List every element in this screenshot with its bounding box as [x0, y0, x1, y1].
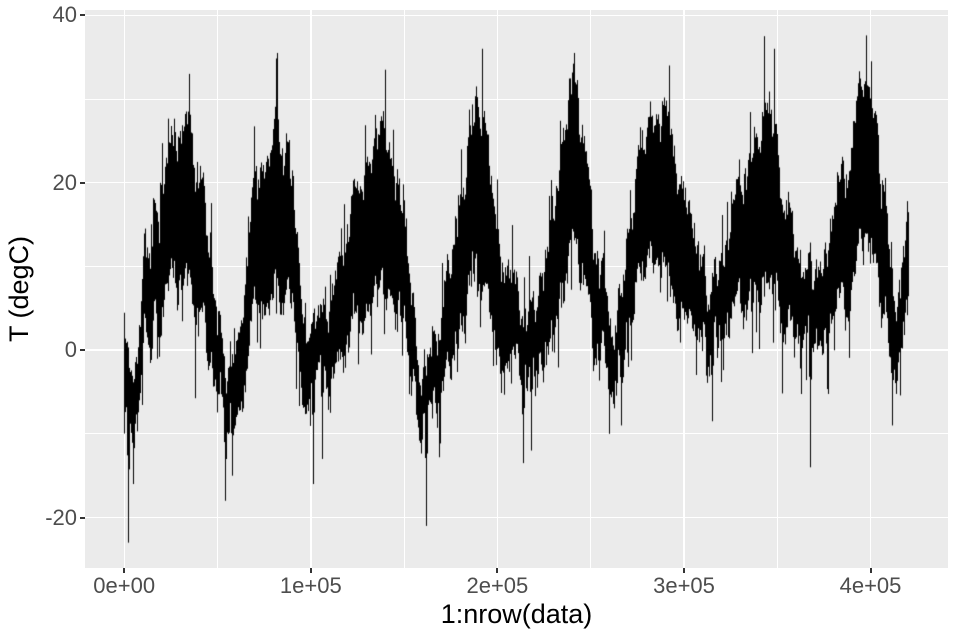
y-tick-mark	[80, 14, 85, 17]
y-tick-label: 40	[52, 2, 77, 28]
temperature-series-canvas	[85, 10, 948, 568]
x-axis-title: 1:nrow(data)	[440, 599, 593, 629]
x-tick-mark	[496, 568, 499, 573]
x-tick-mark	[869, 568, 872, 573]
x-tick-mark	[309, 568, 312, 573]
x-tick-label: 2e+05	[466, 573, 529, 598]
x-tick-mark	[123, 568, 126, 573]
y-tick-mark	[80, 181, 85, 184]
y-tick-label: 0	[64, 337, 77, 363]
x-tick-label: 0e+00	[93, 573, 156, 598]
x-tick-label: 4e+05	[839, 573, 902, 598]
x-tick-label: 3e+05	[653, 573, 715, 598]
y-tick-label: -20	[45, 504, 77, 530]
x-tick-mark	[683, 568, 685, 573]
plot-panel	[85, 10, 948, 568]
y-tick-mark	[80, 516, 85, 519]
x-tick-label: 1e+05	[279, 573, 342, 598]
y-tick-mark	[80, 349, 85, 352]
y-tick-label: 20	[52, 169, 77, 195]
